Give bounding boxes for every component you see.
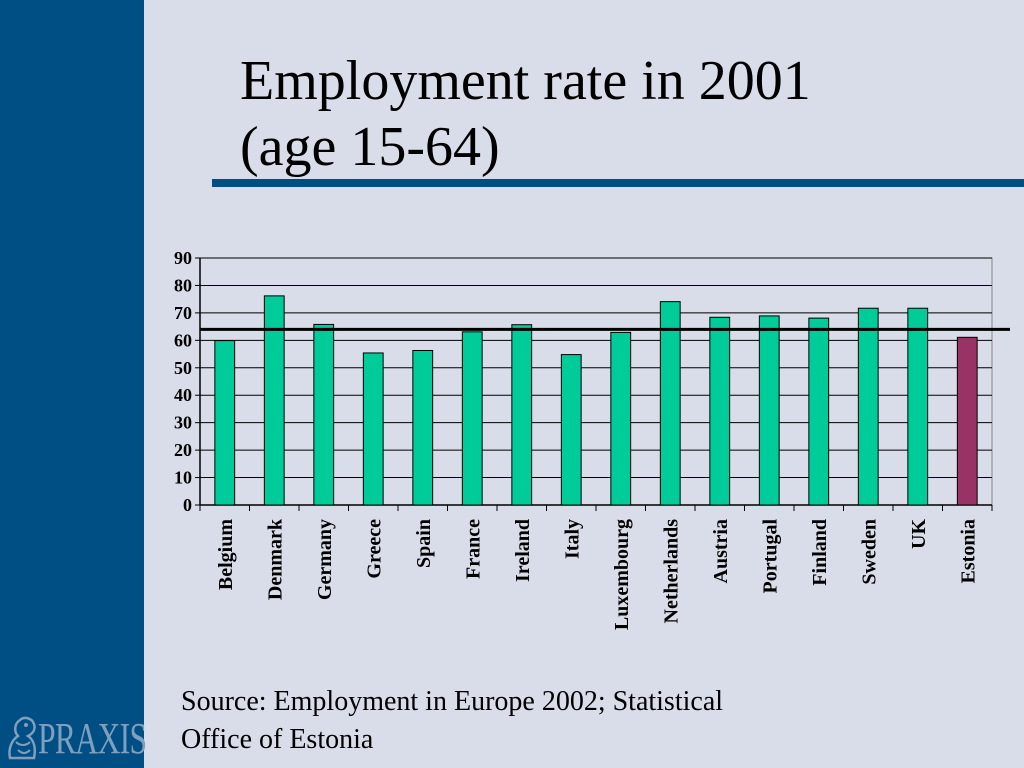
- y-tick-label: 40: [174, 385, 192, 405]
- lion-emblem-icon: [8, 716, 36, 760]
- source-note: Source: Employment in Europe 2002; Stati…: [181, 683, 881, 759]
- x-tick-label-netherlands: Netherlands: [660, 519, 682, 624]
- y-tick-label: 20: [174, 440, 192, 460]
- y-tick-label: 60: [174, 330, 192, 350]
- x-tick-label-estonia: Estonia: [957, 519, 979, 583]
- bar-italy: [560, 354, 582, 506]
- title-underline: [212, 179, 1024, 187]
- y-tick-label: 90: [174, 248, 192, 268]
- y-tick-label: 50: [174, 358, 192, 378]
- source-line-2: Office of Estonia: [181, 724, 374, 755]
- bar-sweden: [857, 307, 879, 506]
- x-tick-label-portugal: Portugal: [759, 519, 781, 594]
- x-tick-label-luxembourg: Luxembourg: [611, 519, 633, 630]
- x-tick-label-sweden: Sweden: [858, 519, 880, 585]
- x-tick-label-belgium: Belgium: [215, 519, 237, 590]
- x-tick-label-austria: Austria: [710, 519, 732, 583]
- bar-uk: [907, 307, 929, 506]
- y-tick-label: 30: [174, 413, 192, 433]
- bar-greece: [362, 352, 384, 506]
- bar-luxembourg: [610, 331, 632, 506]
- y-tick-label: 80: [174, 275, 192, 295]
- bar-france: [461, 331, 483, 506]
- title-line-1: Employment rate in 2001: [240, 50, 811, 112]
- praxis-logo: PRAXIS: [0, 708, 147, 768]
- x-tick-label-spain: Spain: [413, 519, 435, 568]
- sidebar-band: [0, 0, 144, 768]
- slide-title: Employment rate in 2001 (age 15-64): [240, 48, 1000, 180]
- x-tick-label-denmark: Denmark: [264, 518, 286, 600]
- x-tick-label-finland: Finland: [809, 519, 831, 586]
- bar-belgium: [214, 340, 236, 506]
- bar-finland: [808, 317, 830, 506]
- bar-denmark: [263, 295, 285, 506]
- logo-text: PRAXIS: [38, 714, 147, 763]
- x-tick-label-ireland: Ireland: [512, 519, 534, 582]
- x-tick-label-italy: Italy: [561, 519, 583, 559]
- bar-estonia: [956, 336, 978, 506]
- y-tick-label: 0: [183, 495, 192, 515]
- y-tick-label: 10: [174, 468, 192, 488]
- bar-germany: [313, 323, 335, 506]
- bar-austria: [709, 316, 731, 506]
- bar-portugal: [758, 315, 780, 506]
- bar-ireland: [511, 324, 533, 506]
- x-tick-label-germany: Germany: [314, 519, 336, 600]
- x-tick-label-greece: Greece: [363, 519, 385, 579]
- title-line-2: (age 15-64): [240, 116, 500, 178]
- x-tick-label-uk: UK: [908, 519, 930, 549]
- employment-bar-chart: 0 10 20 30 40 50 60 70 80 90 Belgium Denmark Germany…: [174, 248, 1010, 630]
- bar-netherlands: [659, 301, 681, 506]
- x-tick-label-france: France: [462, 519, 484, 579]
- bar-spain: [412, 349, 434, 506]
- source-line-1: Source: Employment in Europe 2002; Stati…: [181, 686, 724, 717]
- y-tick-label: 70: [174, 303, 192, 323]
